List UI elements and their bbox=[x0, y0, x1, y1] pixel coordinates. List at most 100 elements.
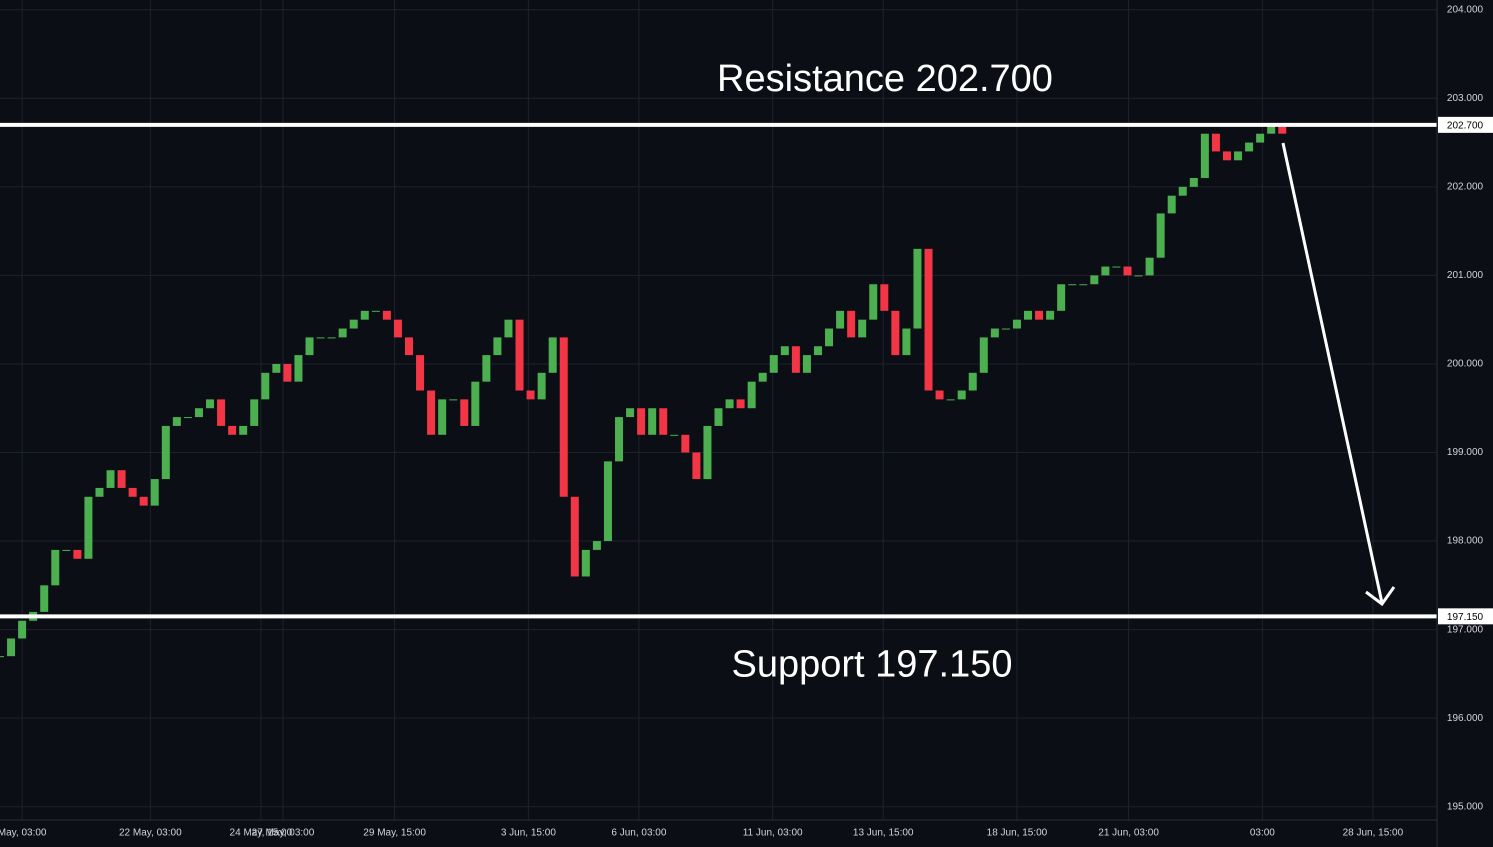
arrow bbox=[1281, 142, 1396, 607]
y-tick-label: 199.000 bbox=[1447, 447, 1484, 458]
level-label: Support 197.150 bbox=[731, 643, 1012, 685]
candle bbox=[725, 399, 734, 409]
candle bbox=[802, 355, 811, 373]
x-tick-label: 03:00 bbox=[1250, 828, 1275, 839]
candle bbox=[504, 319, 513, 338]
candle bbox=[250, 399, 259, 426]
x-tick-label: 28 Jun, 15:00 bbox=[1343, 828, 1404, 839]
candle bbox=[758, 372, 767, 382]
candle bbox=[449, 399, 458, 401]
candle bbox=[968, 372, 977, 391]
candle bbox=[62, 549, 71, 551]
candle bbox=[40, 585, 49, 612]
candle bbox=[1167, 195, 1176, 214]
candles bbox=[0, 124, 1287, 658]
candle bbox=[106, 470, 115, 488]
candle bbox=[592, 541, 601, 550]
candle bbox=[1079, 284, 1088, 286]
candle bbox=[382, 310, 391, 320]
candle bbox=[18, 620, 27, 639]
candle bbox=[139, 496, 148, 506]
candle bbox=[1046, 310, 1055, 320]
candle bbox=[747, 381, 756, 409]
axes: 195.000 196.000 197.000 198.000 199.000 200.0… bbox=[0, 4, 1493, 839]
candle bbox=[714, 408, 723, 426]
candle bbox=[891, 310, 900, 356]
candle bbox=[670, 434, 679, 436]
candle bbox=[648, 408, 657, 435]
candle bbox=[1101, 266, 1110, 276]
price-tag-label: 202.700 bbox=[1447, 121, 1484, 132]
candle bbox=[305, 337, 314, 356]
candle bbox=[1234, 151, 1243, 161]
candle bbox=[73, 549, 82, 559]
candle bbox=[493, 337, 502, 356]
price-tag-label: 197.150 bbox=[1447, 612, 1484, 623]
candle bbox=[294, 355, 303, 382]
candle bbox=[703, 425, 712, 480]
x-tick-label: 29 May, 15:00 bbox=[363, 828, 426, 839]
candle bbox=[858, 319, 867, 338]
candle bbox=[637, 408, 646, 435]
candle bbox=[1267, 124, 1276, 134]
candle bbox=[327, 337, 336, 339]
candle bbox=[482, 355, 491, 382]
candle bbox=[769, 355, 778, 373]
candle bbox=[1145, 257, 1154, 276]
candle bbox=[261, 372, 270, 400]
candle bbox=[239, 425, 248, 435]
price-tag bbox=[1438, 116, 1493, 133]
candle bbox=[813, 346, 822, 356]
candle bbox=[217, 399, 226, 426]
candle bbox=[935, 390, 944, 400]
candle bbox=[581, 549, 590, 577]
candle bbox=[548, 337, 557, 373]
arrow-shaft bbox=[1281, 142, 1384, 604]
y-tick-label: 201.000 bbox=[1447, 270, 1484, 281]
candle bbox=[95, 487, 104, 497]
candle bbox=[460, 399, 469, 426]
candle bbox=[183, 417, 192, 419]
candle bbox=[51, 549, 60, 586]
x-tick-label: 18 Jun, 15:00 bbox=[987, 828, 1048, 839]
candle bbox=[913, 248, 922, 329]
y-tick-label: 200.000 bbox=[1447, 359, 1484, 370]
x-tick-label: 22 May, 03:00 bbox=[119, 828, 182, 839]
arrow-head bbox=[1365, 586, 1396, 607]
y-tick-label: 195.000 bbox=[1447, 801, 1484, 812]
candle bbox=[780, 346, 789, 356]
y-tick-label: 204.000 bbox=[1447, 4, 1484, 15]
candle bbox=[1123, 266, 1132, 276]
candle bbox=[570, 496, 579, 577]
candle bbox=[1112, 266, 1121, 268]
candle bbox=[1001, 328, 1010, 330]
candle bbox=[7, 638, 16, 657]
candle bbox=[1211, 133, 1220, 152]
candle bbox=[1024, 310, 1033, 320]
candle bbox=[194, 408, 203, 418]
candle bbox=[1035, 310, 1044, 320]
candle bbox=[283, 363, 292, 382]
candle bbox=[150, 479, 159, 506]
price-tag bbox=[1438, 608, 1493, 625]
candle bbox=[1256, 133, 1265, 143]
x-tick-label: 11 Jun, 03:00 bbox=[743, 828, 803, 839]
candle bbox=[1012, 319, 1021, 329]
candle bbox=[559, 337, 568, 497]
candle bbox=[393, 319, 402, 338]
candle bbox=[84, 496, 93, 559]
y-tick-label: 196.000 bbox=[1447, 713, 1484, 724]
candle bbox=[427, 390, 436, 435]
candle bbox=[1278, 124, 1287, 134]
candle bbox=[537, 372, 546, 400]
candle bbox=[404, 337, 413, 356]
candle bbox=[515, 319, 524, 391]
candle bbox=[957, 390, 966, 400]
level-label: Resistance 202.700 bbox=[717, 58, 1053, 100]
candle bbox=[338, 328, 347, 338]
y-tick-label: 203.000 bbox=[1447, 93, 1484, 104]
candle bbox=[1200, 133, 1209, 178]
y-tick-label: 202.000 bbox=[1447, 181, 1484, 192]
x-tick-label: 13 Jun, 15:00 bbox=[853, 828, 914, 839]
